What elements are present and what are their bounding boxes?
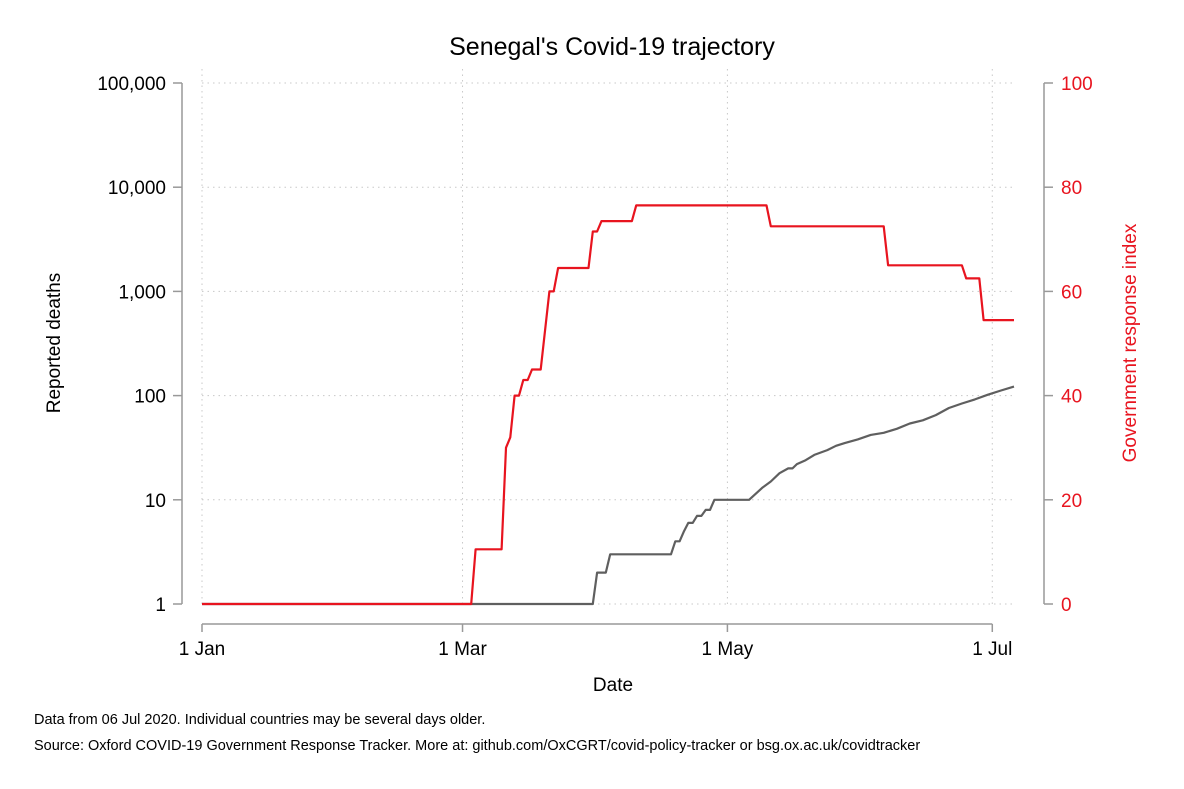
x-tick-label: 1 Jan: [179, 639, 225, 660]
tick-labels: 1 10 100 1,000 10,000 100,000 1 Jan 1 Mar 1 May 1…: [97, 74, 1092, 660]
y-left-tick-label: 1: [155, 595, 166, 616]
chart-title: Senegal's Covid-19 trajectory: [449, 33, 775, 61]
grid-lines: [201, 66, 1014, 605]
y-right-tick-label: 40: [1061, 387, 1082, 408]
y-right-tick-label: 80: [1061, 178, 1082, 199]
x-axis-label: Date: [593, 675, 633, 696]
data-note: Data from 06 Jul 2020. Individual countr…: [34, 712, 486, 728]
y-left-tick-label: 10,000: [108, 178, 166, 199]
y-axis-label-left: Reported deaths: [44, 273, 65, 414]
y-right-tick-label: 100: [1061, 74, 1093, 95]
y-right-tick-label: 0: [1061, 595, 1072, 616]
series-lines: [202, 204, 1015, 606]
y-right-tick-label: 20: [1061, 491, 1082, 512]
response-index-line: [202, 204, 1014, 606]
deaths-line: [202, 385, 1015, 606]
y-right-tick-label: 60: [1061, 282, 1082, 303]
axes: [173, 82, 1053, 632]
x-tick-label: 1 May: [702, 639, 754, 660]
y-left-tick-label: 1,000: [118, 282, 166, 303]
x-tick-label: 1 Mar: [438, 639, 487, 660]
x-tick-label: 1 Jul: [972, 639, 1012, 660]
y-left-tick-label: 100,000: [97, 74, 166, 95]
y-left-tick-label: 100: [134, 387, 166, 408]
source-note: Source: Oxford COVID-19 Government Respo…: [34, 738, 921, 754]
y-left-tick-label: 10: [145, 491, 166, 512]
y-axis-label-right: Government response index: [1120, 223, 1141, 462]
